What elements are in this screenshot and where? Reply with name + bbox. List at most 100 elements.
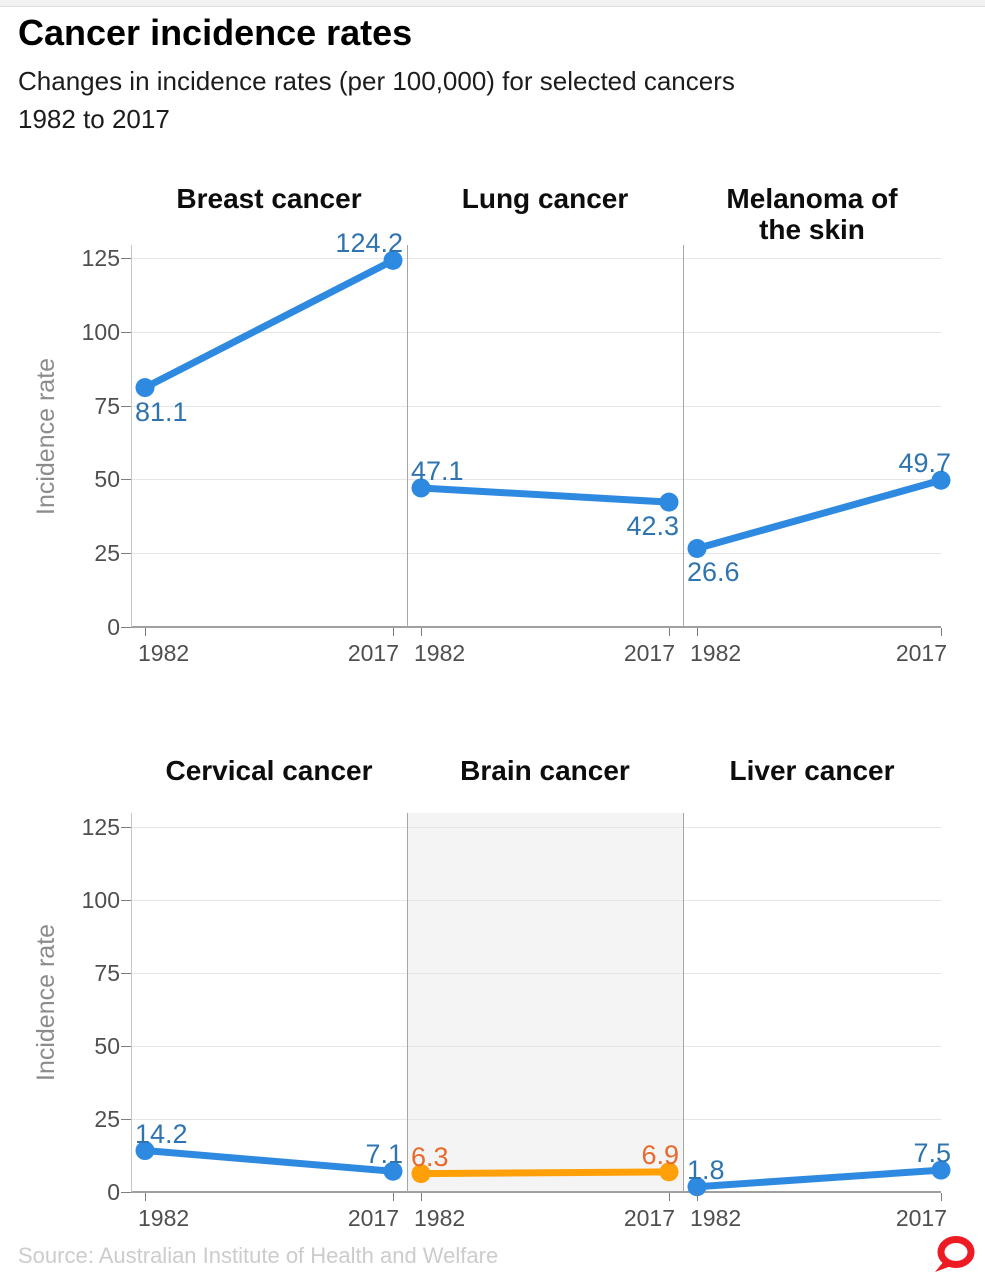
value-label: 6.3 — [411, 1142, 449, 1172]
logo-speech-bubble — [937, 1236, 975, 1268]
panel-title-line: Liver cancer — [729, 755, 895, 786]
x-tick-label: 1982 — [690, 640, 742, 666]
data-point — [687, 1177, 707, 1197]
panel-title-line: Cervical cancer — [165, 755, 373, 786]
data-line-blue — [135, 250, 403, 398]
value-label: 7.5 — [913, 1138, 951, 1168]
y-axis-title: Incidence rate — [32, 357, 60, 515]
y-tick — [121, 406, 131, 407]
panel-divider — [407, 813, 408, 1192]
data-point — [411, 1164, 431, 1184]
panel-title-line: the skin — [759, 214, 865, 245]
data-point — [383, 250, 403, 270]
value-label: 81.1 — [135, 397, 188, 427]
x-tick — [697, 1193, 698, 1201]
x-tick-label: 2017 — [623, 640, 675, 666]
y-tick — [121, 627, 131, 628]
y-axis-line — [131, 245, 132, 627]
x-tick — [669, 628, 670, 636]
y-tick-label: 0 — [107, 1179, 120, 1205]
gridline — [131, 479, 941, 480]
y-tick-label: 75 — [94, 960, 120, 986]
x-tick-label: 2017 — [623, 1205, 675, 1231]
y-tick — [121, 1192, 131, 1193]
x-axis-baseline — [131, 626, 941, 628]
y-tick-label: 100 — [81, 887, 120, 913]
y-tick — [121, 900, 131, 901]
panel-title: Melanoma of the skin — [671, 183, 953, 245]
x-tick — [697, 628, 698, 636]
y-tick-label: 25 — [94, 540, 120, 566]
y-tick — [121, 827, 131, 828]
gridline — [131, 900, 941, 901]
panel-title: Breast cancer — [119, 183, 419, 214]
y-axis-line — [131, 813, 132, 1192]
gridline — [131, 332, 941, 333]
panel-title: Cervical cancer — [119, 755, 419, 786]
value-label: 1.8 — [687, 1155, 725, 1185]
value-label: 124.2 — [335, 228, 403, 258]
data-line-blue — [687, 1160, 951, 1197]
y-tick — [121, 1119, 131, 1120]
data-line-blue — [411, 478, 679, 512]
data-point — [135, 378, 155, 398]
y-tick-label: 125 — [81, 245, 120, 271]
value-label: 26.6 — [687, 557, 740, 587]
x-tick-label: 1982 — [138, 640, 190, 666]
data-point — [135, 1141, 155, 1161]
the-conversation-logo-icon — [935, 1236, 975, 1272]
y-tick-label: 50 — [94, 1033, 120, 1059]
panel-title-line: Brain cancer — [460, 755, 630, 786]
value-label: 47.1 — [411, 456, 464, 486]
x-tick — [145, 1193, 146, 1201]
gridline — [131, 973, 941, 974]
x-tick-label: 1982 — [414, 1205, 466, 1231]
panel-title-line: Melanoma of — [726, 183, 898, 214]
x-axis-baseline — [131, 1191, 941, 1193]
gridline — [131, 406, 941, 407]
panel-title: Liver cancer — [671, 755, 953, 786]
panel-divider — [683, 245, 684, 627]
trend-line — [417, 1168, 673, 1178]
data-point — [931, 470, 951, 490]
data-point — [383, 1161, 403, 1181]
data-line-orange — [411, 1162, 679, 1184]
y-tick — [121, 553, 131, 554]
x-tick-label: 2017 — [347, 640, 399, 666]
y-tick — [121, 973, 131, 974]
data-point — [411, 478, 431, 498]
trend-line — [141, 256, 397, 392]
y-tick — [121, 258, 131, 259]
y-tick — [121, 332, 131, 333]
y-tick — [121, 479, 131, 480]
gridline — [131, 827, 941, 828]
gridline — [131, 553, 941, 554]
subtitle-line-1: Changes in incidence rates (per 100,000)… — [18, 66, 735, 96]
data-point — [659, 1162, 679, 1182]
y-tick-label: 25 — [94, 1106, 120, 1132]
x-tick — [145, 628, 146, 636]
data-line-blue — [135, 1141, 403, 1181]
y-axis-title: Incidence rate — [32, 923, 60, 1082]
x-tick-label: 2017 — [895, 1205, 947, 1231]
x-tick-label: 2017 — [347, 1205, 399, 1231]
highlight-bg — [407, 813, 683, 1192]
panel-title: Brain cancer — [395, 755, 695, 786]
data-point — [659, 492, 679, 512]
gridline — [131, 1119, 941, 1120]
y-tick-label: 0 — [107, 614, 120, 640]
trend-line — [417, 484, 673, 506]
x-tick — [941, 1193, 942, 1201]
panel-title-line: Breast cancer — [176, 183, 362, 214]
x-tick-label: 1982 — [690, 1205, 742, 1231]
x-tick — [421, 1193, 422, 1201]
trend-line — [141, 1147, 397, 1175]
panel-title: Lung cancer — [395, 183, 695, 214]
y-tick-label: 100 — [81, 319, 120, 345]
x-tick-label: 1982 — [138, 1205, 190, 1231]
x-tick-label: 1982 — [414, 640, 466, 666]
data-line-blue — [687, 470, 951, 558]
x-tick — [421, 628, 422, 636]
